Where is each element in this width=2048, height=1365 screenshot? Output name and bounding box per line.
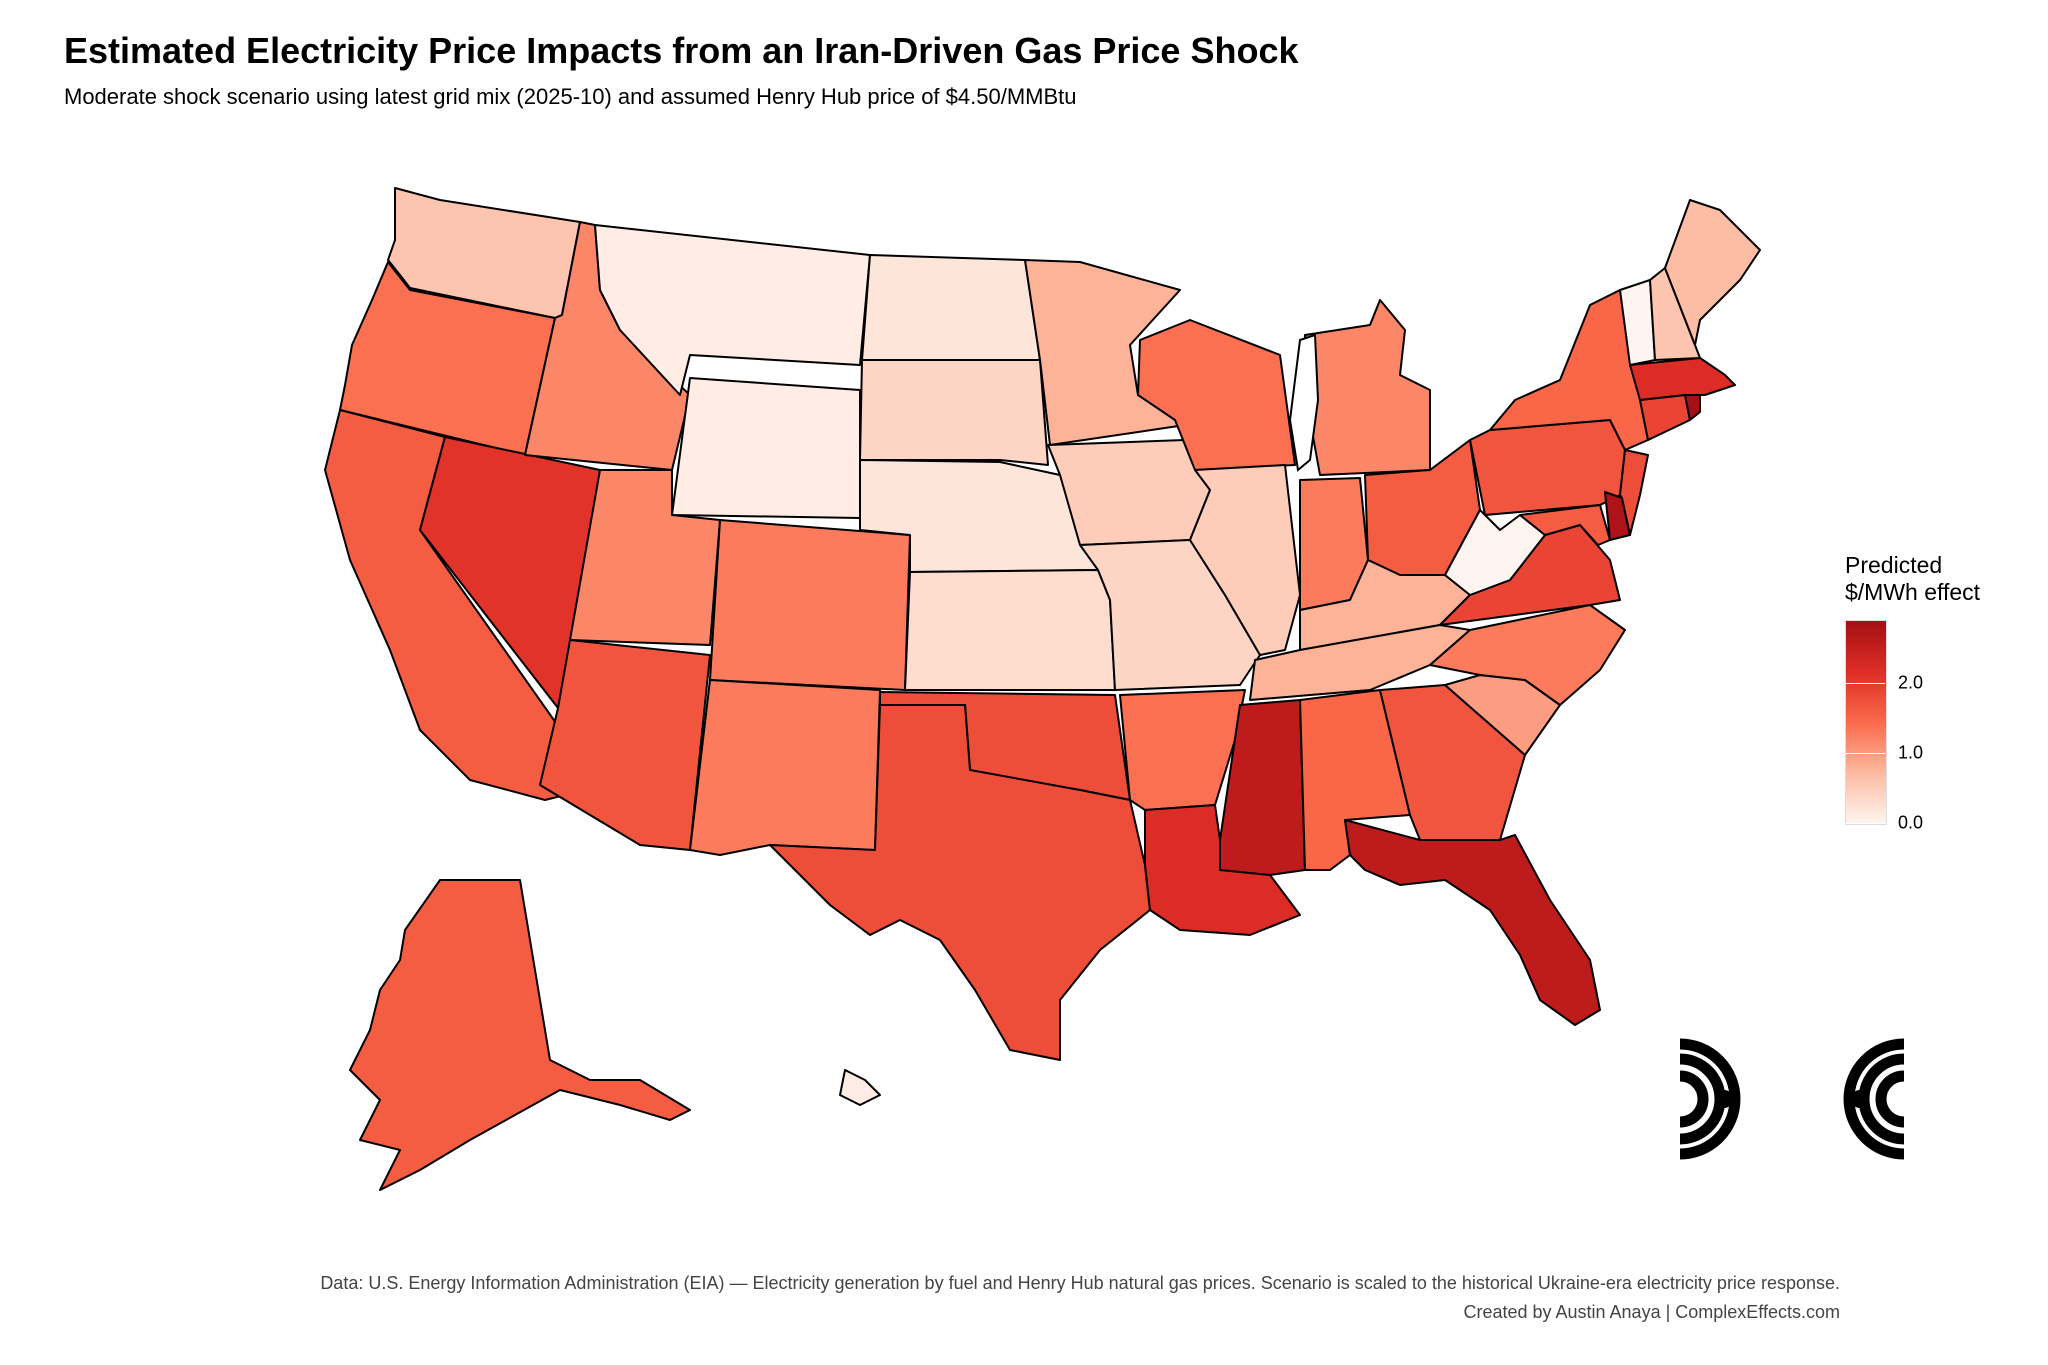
legend-tick: 1.0 xyxy=(1898,742,1924,763)
legend-tick: 2.0 xyxy=(1898,672,1924,693)
lake-michigan xyxy=(1288,333,1320,472)
complex-effects-logo xyxy=(1679,1038,1905,1160)
state-tx[interactable] xyxy=(769,704,1151,1061)
state-hi[interactable] xyxy=(839,1069,881,1106)
state-nh[interactable] xyxy=(1649,267,1701,361)
caption-source: Data: U.S. Energy Information Administra… xyxy=(320,1273,1840,1293)
state-fl[interactable] xyxy=(1344,819,1601,1026)
legend-title-line2: $/MWh effect xyxy=(1845,579,1981,605)
state-ma[interactable] xyxy=(1629,357,1736,401)
legend-title: Predicted $/MWh effect xyxy=(1845,552,2015,606)
state-ak[interactable] xyxy=(349,879,691,1191)
caption-credit: Created by Austin Anaya | ComplexEffects… xyxy=(1463,1302,1840,1322)
state-nc[interactable] xyxy=(1429,604,1626,706)
state-nm[interactable] xyxy=(689,679,881,856)
state-nj[interactable] xyxy=(1619,449,1649,536)
state-sd[interactable] xyxy=(859,359,1049,466)
legend-tick-mark xyxy=(1845,683,1885,684)
state-mi[interactable] xyxy=(1304,299,1431,476)
state-il[interactable] xyxy=(1189,464,1301,656)
chart-subtitle: Moderate shock scenario using latest gri… xyxy=(64,84,1077,109)
legend-color-bar xyxy=(1845,620,1887,825)
state-pa[interactable] xyxy=(1469,419,1626,516)
legend: Predicted $/MWh effect 2.0 1.0 0.0 xyxy=(1845,552,2015,833)
state-md[interactable] xyxy=(1519,504,1611,546)
chart-title: Estimated Electricity Price Impacts from… xyxy=(64,30,1299,71)
state-wy[interactable] xyxy=(671,377,861,519)
state-ks[interactable] xyxy=(904,569,1116,691)
legend-tick-mark xyxy=(1845,823,1885,824)
state-az[interactable] xyxy=(539,639,711,851)
state-co[interactable] xyxy=(709,519,911,691)
state-ct[interactable] xyxy=(1639,394,1691,441)
state-nd[interactable] xyxy=(861,254,1041,361)
legend-title-line1: Predicted xyxy=(1845,552,1943,578)
legend-tick-mark xyxy=(1845,753,1885,754)
state-me[interactable] xyxy=(1664,199,1761,346)
legend-tick: 0.0 xyxy=(1898,812,1924,833)
